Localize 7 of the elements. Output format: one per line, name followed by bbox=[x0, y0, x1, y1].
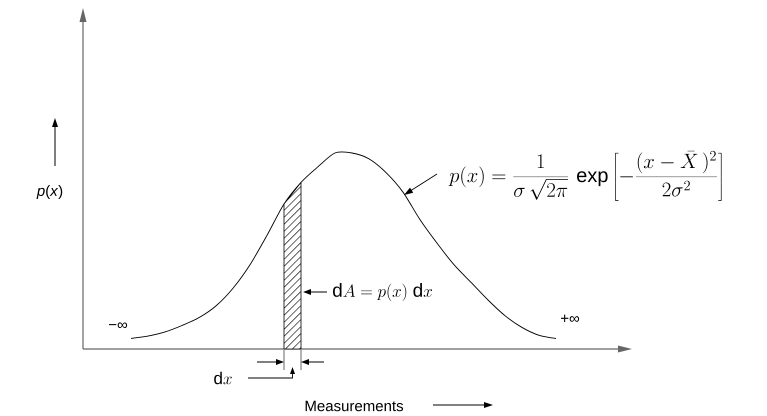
annotation: +∞ bbox=[561, 314, 580, 322]
x-axis-title: Measurements bbox=[306, 400, 404, 412]
y-axis-title: p(x) bbox=[36, 185, 62, 199]
annotation: $\mathrm{d}A = p(x)\;\mathrm{d}x$ bbox=[333, 282, 432, 302]
annotation: $p(x) = \frac{1}{\sigma\,\sqrt{2\pi}}\,\exp\left[-\frac{(x-\bar{X}\,)^{2}}{2\sigma^{2}}\right]$ bbox=[448, 150, 722, 201]
annotation: −∞ bbox=[109, 322, 128, 328]
text: $\mathrm{d}x$ bbox=[214, 372, 232, 384]
